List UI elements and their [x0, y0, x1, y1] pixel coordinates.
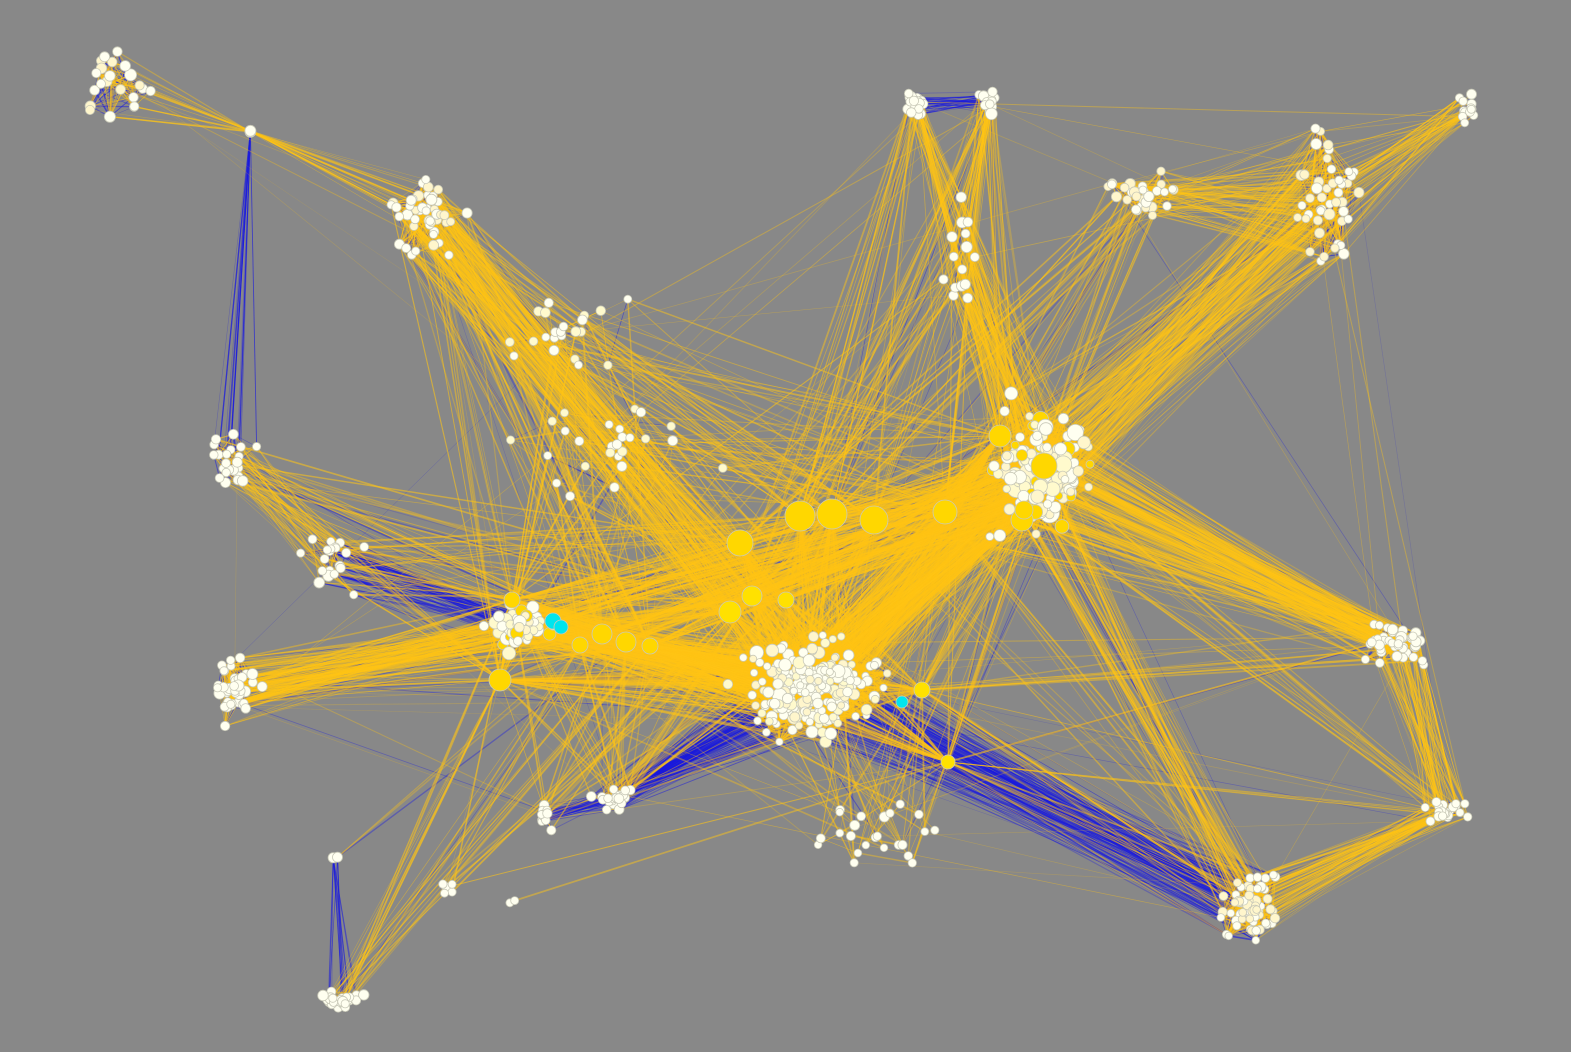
edge [353, 594, 496, 624]
edge [807, 694, 1254, 912]
edge [923, 101, 987, 105]
edge [218, 131, 252, 455]
edge [225, 131, 252, 455]
edge [792, 686, 1258, 878]
edge [779, 741, 1242, 904]
edge [228, 130, 251, 470]
edge [918, 105, 992, 110]
edge [920, 101, 987, 115]
edge [250, 131, 257, 447]
edge [327, 549, 485, 627]
edge [94, 89, 135, 107]
edge [334, 573, 519, 633]
edge [809, 721, 1237, 922]
edge [796, 718, 1251, 879]
edge [915, 95, 984, 101]
edge [1228, 935, 1256, 942]
edge [228, 130, 251, 470]
edge [832, 716, 1273, 924]
edge [94, 89, 135, 107]
edge [224, 131, 251, 483]
edge [322, 570, 513, 615]
edge [340, 567, 527, 617]
edge [329, 570, 499, 634]
edge [545, 799, 603, 821]
edge [90, 105, 135, 108]
edge [322, 570, 537, 618]
edge [919, 102, 990, 105]
edge [623, 691, 769, 796]
edge [340, 567, 537, 618]
edge [541, 799, 603, 821]
edge [915, 95, 984, 101]
edge [920, 104, 986, 115]
edge [541, 803, 614, 822]
edge [917, 97, 988, 104]
edge [541, 800, 613, 822]
edge [755, 705, 1252, 932]
edge [238, 131, 251, 477]
edge [213, 130, 251, 445]
edge [917, 95, 984, 99]
edge [249, 130, 258, 447]
edge [109, 88, 144, 118]
edge [918, 100, 992, 115]
edge [222, 130, 251, 469]
edge [607, 690, 764, 799]
edge [340, 567, 517, 619]
edge [776, 723, 1238, 884]
edge [218, 131, 252, 455]
edge [917, 98, 988, 104]
edge [921, 100, 986, 106]
edge [918, 99, 992, 116]
edge [612, 732, 823, 802]
edge [806, 705, 1227, 935]
edge [329, 550, 510, 638]
edge [607, 299, 629, 366]
edge [339, 542, 501, 616]
edge [230, 130, 251, 450]
edge [852, 686, 1242, 888]
edge [923, 103, 988, 105]
edge [796, 710, 1242, 915]
edge [225, 131, 251, 464]
edge [545, 808, 607, 815]
edge [240, 130, 251, 447]
